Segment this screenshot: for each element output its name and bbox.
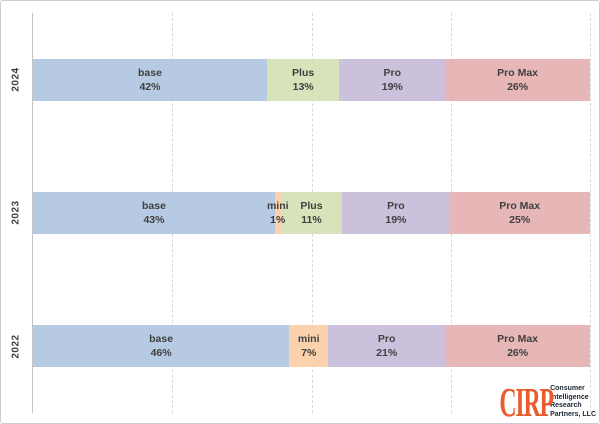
year-label-2024: 2024 xyxy=(11,67,22,92)
segment-label-pro-max-2024: Pro Max 26% xyxy=(497,66,539,93)
stacked-bar-2022: base 46% mini 7% Pro 21% Pro Max 26% xyxy=(33,325,590,368)
plot-area: base 42% Plus 13% Pro 19% Pro Max 26% base 43% min… xyxy=(32,13,591,413)
segment-label-pro-2023: Pro 19% xyxy=(385,199,407,226)
segment-label-plus-2023: Plus 11% xyxy=(300,199,323,226)
year-label-2022: 2022 xyxy=(11,334,22,359)
segment-base-2023: base 43% xyxy=(33,191,275,234)
logo-line-2: Intelligence xyxy=(550,393,589,401)
segment-label-pro-2022: Pro 21% xyxy=(376,333,398,360)
bar-row-2022: base 46% mini 7% Pro 21% Pro Max 26% xyxy=(33,280,590,413)
segment-mini-2022: mini 7% xyxy=(289,325,329,368)
stacked-bar-2023: base 43% mini 1% Plus 11% Pro 19% Pro Max 25% xyxy=(33,191,590,234)
segment-label-mini-2022: mini 7% xyxy=(297,333,320,360)
cirp-logo-text: CIRP xyxy=(499,379,554,424)
segment-pro-max-2023: Pro Max 25% xyxy=(449,191,590,234)
segment-plus-2023: Plus 11% xyxy=(280,191,343,234)
logo-line-1: Consumer xyxy=(550,385,585,392)
segment-pro-max-2024: Pro Max 26% xyxy=(445,58,590,101)
cirp-logo-name: Consumer Intelligence Research Partners,… xyxy=(550,385,596,419)
segment-plus-2024: Plus 13% xyxy=(266,58,340,101)
segment-label-base-2023: base 43% xyxy=(141,199,166,226)
segment-pro-2023: Pro 19% xyxy=(342,191,450,234)
gridline-100 xyxy=(590,13,591,413)
stacked-bar-2024: base 42% Plus 13% Pro 19% Pro Max 26% xyxy=(33,58,590,101)
segment-pro-max-2022: Pro Max 26% xyxy=(445,325,590,368)
segment-label-base-2024: base 42% xyxy=(138,66,162,93)
logo-line-4: Partners, LLC xyxy=(550,410,596,418)
segment-label-plus-2024: Plus 13% xyxy=(292,66,315,93)
segment-label-pro-max-2022: Pro Max 26% xyxy=(497,333,539,360)
year-label-2023: 2023 xyxy=(11,200,22,226)
cirp-logo-mark: CIRP xyxy=(499,382,554,423)
segment-pro-2024: Pro 19% xyxy=(339,58,446,101)
segment-label-base-2022: base 46% xyxy=(149,333,174,360)
segment-label-pro-max-2023: Pro Max 25% xyxy=(499,199,541,226)
segment-label-mini-2023: mini 1% xyxy=(266,199,289,226)
segment-base-2024: base 42% xyxy=(33,58,267,101)
logo-line-3: Research xyxy=(550,402,582,409)
bar-row-2023: base 43% mini 1% Plus 11% Pro 19% Pro Max 25% xyxy=(33,146,590,279)
segment-pro-2022: Pro 21% xyxy=(328,325,446,368)
segment-base-2022: base 46% xyxy=(33,325,290,368)
bar-row-2024: base 42% Plus 13% Pro 19% Pro Max 26% xyxy=(33,13,590,146)
cirp-logo: CIRP Consumer Intelligence Research Part… xyxy=(499,382,596,423)
segment-label-pro-2024: Pro 19% xyxy=(381,66,403,93)
segment-mini-2023: mini 1% xyxy=(267,191,289,234)
